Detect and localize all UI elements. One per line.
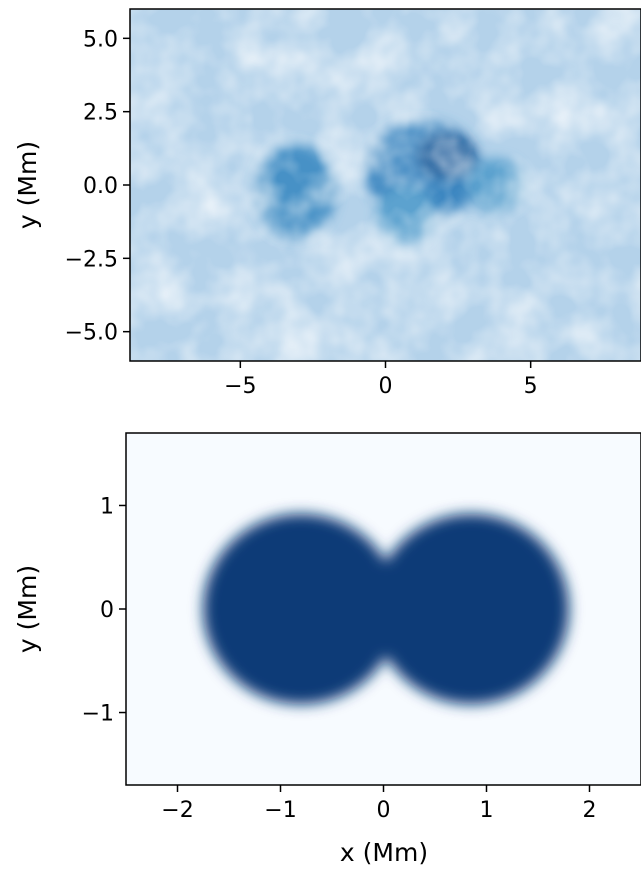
bottom-ytick-label: 1 [100,494,114,519]
top-panel: −5 0 5 5.0 2.5 0.0 −2.5 −5.0 y (Mm) [13,8,641,399]
bottom-xtick-label: 1 [480,798,494,823]
bottom-blob-layer [203,513,569,705]
bottom-xtick-label: 0 [377,798,391,823]
top-ytick-label: −5.0 [65,321,118,346]
top-ytick-label: 5.0 [83,27,118,52]
top-ylabel: y (Mm) [13,141,42,229]
bottom-axis-ticks: −2 −1 0 1 2 1 0 −1 [82,494,597,823]
top-xtick-label: −5 [224,374,256,399]
top-ytick-label: −2.5 [65,247,118,272]
top-xtick-label: 5 [524,374,538,399]
bottom-ylabel: y (Mm) [13,565,42,653]
bottom-xtick-label: 2 [583,798,597,823]
bottom-blob-1 [373,513,569,705]
top-ytick-label: 2.5 [83,101,118,126]
top-heatmap [130,9,641,361]
top-axis-ticks: −5 0 5 5.0 2.5 0.0 −2.5 −5.0 [65,27,538,399]
top-texture [130,9,641,361]
bottom-panel: −2 −1 0 1 2 1 0 −1 y (Mm) x (Mm) [13,432,641,867]
bottom-heatmap [126,433,641,785]
bottom-ytick-label: 0 [100,598,114,623]
bottom-xtick-label: −2 [161,798,193,823]
top-ytick-label: 0.0 [83,174,118,199]
bottom-blob-0 [203,513,399,705]
bottom-xtick-label: −1 [264,798,296,823]
top-xtick-label: 0 [379,374,393,399]
bottom-ytick-label: −1 [82,702,114,727]
bottom-xlabel: x (Mm) [340,838,428,867]
